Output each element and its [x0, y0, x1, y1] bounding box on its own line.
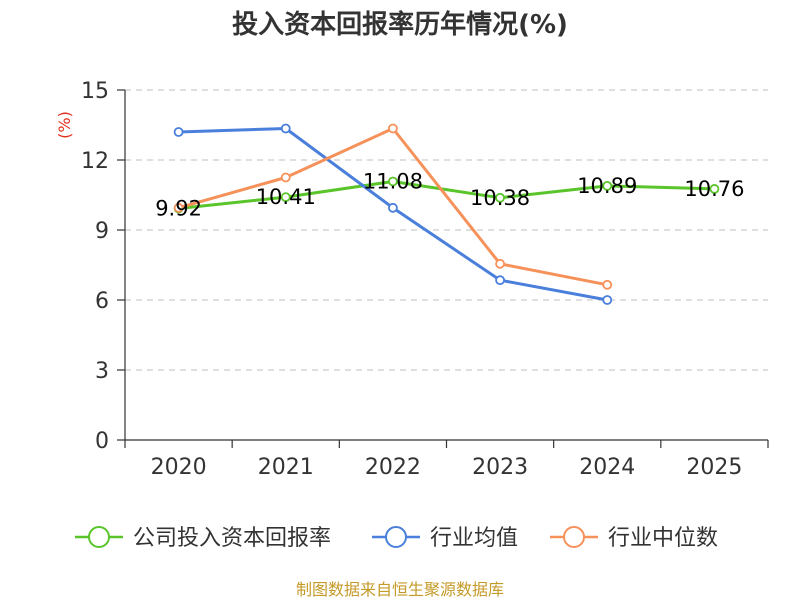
data-point — [602, 180, 613, 191]
series-line — [178, 179, 715, 211]
data-point — [495, 275, 505, 286]
data-label: 10.38 — [470, 186, 530, 210]
data-point — [388, 176, 398, 187]
data-label: 10.89 — [577, 174, 637, 198]
legend-label: 公司投入资本回报率 — [133, 526, 331, 551]
legend-label: 行业均值 — [430, 526, 518, 551]
data-point — [280, 172, 291, 183]
data-label: 11.08 — [363, 169, 423, 193]
legend-marker — [88, 526, 110, 548]
chart-title: 投入资本回报率历年情况(%) — [232, 9, 568, 40]
y-tick-label: 9 — [95, 219, 109, 244]
x-tick-label: 2023 — [472, 455, 528, 480]
y-tick-label: 6 — [95, 289, 109, 314]
data-point — [602, 279, 613, 290]
y-tick-label: 12 — [81, 149, 109, 174]
x-tick-label: 2024 — [579, 455, 635, 480]
data-point — [495, 258, 505, 269]
legend-marker — [385, 526, 407, 548]
data-point — [388, 123, 398, 134]
data-point — [495, 192, 505, 203]
data-point — [173, 202, 184, 213]
data-point — [280, 192, 291, 203]
data-point — [388, 202, 398, 213]
data-label: 9.92 — [155, 197, 202, 221]
legend-marker — [563, 526, 585, 548]
y-axis-unit: (%) — [55, 111, 74, 139]
series-group — [173, 123, 720, 305]
data-point — [709, 184, 720, 194]
x-tick-label: 2025 — [686, 455, 742, 480]
legend[interactable]: 公司投入资本回报率 行业均值 行业中位数 — [75, 526, 718, 551]
y-tick-label: 15 — [81, 79, 109, 104]
grid-lines — [125, 89, 768, 371]
data-point — [173, 127, 184, 137]
series-line — [178, 127, 608, 302]
data-labels: 9.92 10.41 11.08 10.38 10.89 10.76 — [155, 169, 744, 220]
x-tick-label: 2020 — [151, 455, 207, 480]
source-note: 制图数据来自恒生聚源数据库 — [296, 580, 504, 599]
data-point — [280, 123, 291, 134]
y-tick-label: 3 — [95, 359, 109, 384]
data-point — [602, 295, 613, 305]
y-tick-label: 0 — [95, 429, 109, 454]
x-tick-label: 2022 — [365, 455, 421, 480]
x-tick-label: 2021 — [258, 455, 314, 480]
data-label: 10.41 — [256, 185, 316, 209]
legend-label: 行业中位数 — [608, 526, 718, 551]
axes: 0 3 6 9 12 15 2020 2021 2022 2023 2024 2025 — [81, 79, 769, 480]
data-label: 10.76 — [684, 177, 744, 201]
